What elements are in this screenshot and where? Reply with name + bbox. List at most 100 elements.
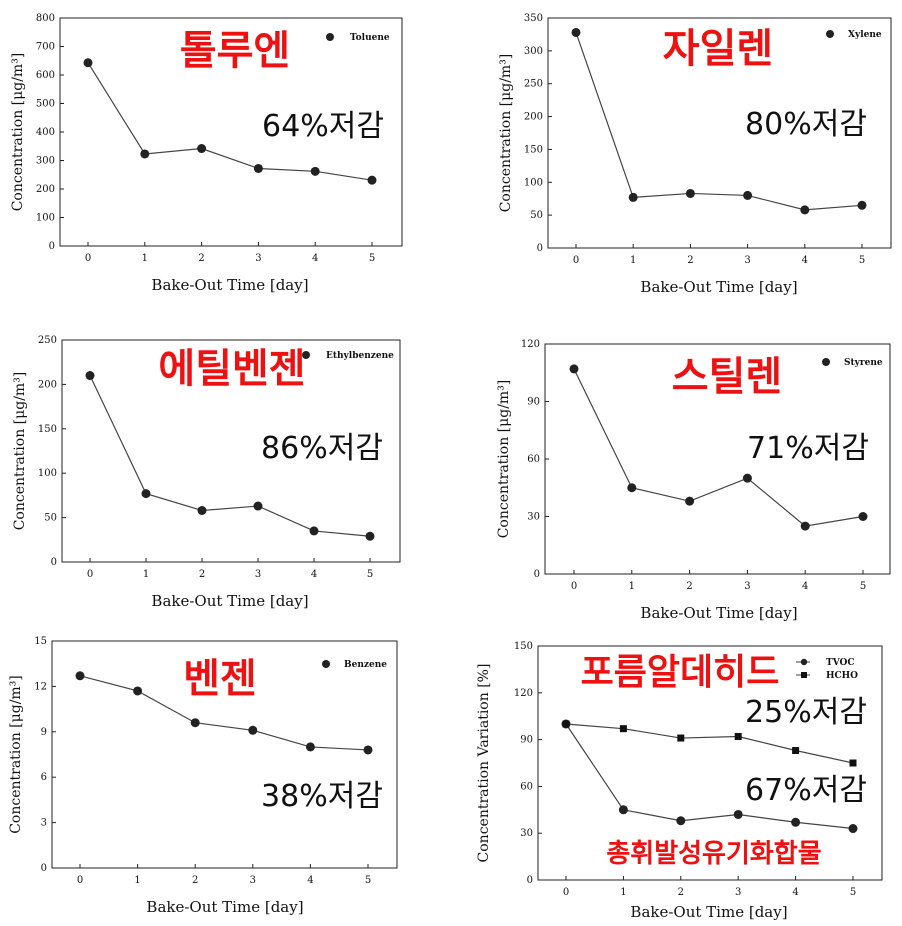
series-line-toluene: [87, 62, 373, 181]
data-point: [363, 745, 373, 755]
data-point: [628, 192, 638, 202]
data-point: [857, 200, 867, 210]
plot-frame: [61, 339, 401, 563]
data-point: [562, 720, 570, 728]
x-tick-label: 5: [859, 255, 865, 266]
data-point: [305, 742, 315, 752]
y-axis-label: Concentration [μg/m³]: [12, 372, 28, 531]
data-point: [734, 732, 742, 740]
x-tick-label: 4: [792, 887, 798, 898]
y-tick-label: 0: [49, 241, 55, 252]
x-tick-label: 0: [87, 569, 93, 580]
y-tick-label: 50: [530, 210, 543, 221]
y-tick-label: 200: [38, 379, 57, 390]
data-point: [133, 686, 143, 696]
legend-marker-tvoc: [800, 658, 808, 666]
data-point: [800, 521, 810, 531]
data-point: [676, 816, 686, 826]
x-tick-label: 3: [255, 569, 261, 580]
y-tick-label: 500: [36, 99, 55, 110]
annotation-compound-name: 포름알데히드: [581, 652, 780, 693]
legend-label-tvoc: TVOC: [826, 658, 855, 668]
series-line-ethylbenzene: [89, 375, 371, 537]
annotation-compound-name: 톨루엔: [180, 28, 290, 74]
annotation-compound-name: 벤젠: [183, 656, 257, 702]
annotation-compound-name: 자일렌: [663, 26, 773, 72]
annotation-compound-name: 스틸렌: [672, 354, 782, 400]
x-tick-label: 2: [198, 253, 204, 264]
y-tick-label: 150: [38, 424, 57, 435]
y-tick-label: 400: [36, 127, 55, 138]
x-axis-label: Bake-Out Time [day]: [146, 898, 303, 916]
data-point: [197, 144, 207, 154]
legend-label: Xylene: [848, 30, 882, 40]
x-tick-label: 2: [678, 887, 684, 898]
y-tick-label: 60: [520, 781, 533, 792]
y-tick-label: 50: [44, 513, 57, 524]
y-tick-label: 0: [534, 569, 540, 580]
x-tick-label: 1: [143, 569, 149, 580]
x-tick-label: 0: [77, 875, 83, 886]
y-tick-label: 100: [38, 468, 57, 479]
y-tick-label: 9: [41, 727, 47, 738]
x-tick-label: 0: [85, 253, 91, 264]
legend-label: Ethylbenzene: [326, 351, 394, 361]
series-line-benzene: [79, 675, 369, 751]
data-point: [83, 58, 93, 68]
series-line-styrene: [573, 368, 864, 527]
y-tick-label: 250: [524, 79, 543, 90]
y-tick-label: 6: [41, 772, 47, 783]
x-tick-label: 2: [192, 875, 198, 886]
y-tick-label: 3: [41, 818, 47, 829]
data-point: [85, 371, 95, 381]
y-tick-label: 800: [36, 13, 55, 24]
y-tick-label: 150: [514, 641, 533, 652]
x-tick-label: 3: [744, 255, 750, 266]
data-point: [742, 473, 752, 483]
chart-panel-6: 0 30 60 90 120 150 0 1 2 3 4 5 Bake-Out Time [day] Co…: [476, 641, 883, 921]
annotation-reduction: 71%저감: [747, 431, 869, 466]
y-axis-label: Concentration [μg/m³]: [8, 675, 24, 834]
x-tick-label: 1: [629, 581, 635, 592]
x-tick-label: 1: [630, 255, 636, 266]
y-tick-label: 15: [34, 636, 47, 647]
x-tick-label: 2: [686, 581, 692, 592]
annotation-compound-name: 에틸벤젠: [158, 346, 305, 392]
x-tick-label: 2: [687, 255, 693, 266]
y-tick-label: 350: [524, 13, 543, 24]
y-tick-label: 600: [36, 70, 55, 81]
legend-marker-hcho: [801, 672, 807, 678]
x-tick-label: 4: [311, 569, 317, 580]
x-tick-label: 3: [735, 887, 741, 898]
data-point: [627, 483, 637, 493]
data-point: [365, 531, 375, 541]
y-tick-label: 200: [524, 112, 543, 123]
data-point: [571, 27, 581, 37]
x-tick-label: 5: [860, 581, 866, 592]
x-tick-label: 1: [142, 253, 148, 264]
x-axis-label: Bake-Out Time [day]: [640, 604, 797, 622]
data-point: [309, 526, 319, 536]
data-point: [569, 364, 579, 374]
y-tick-label: 120: [514, 688, 533, 699]
y-tick-label: 100: [36, 213, 55, 224]
x-tick-label: 1: [620, 887, 626, 898]
y-axis-label: Concentration Variation [%]: [476, 664, 492, 863]
x-tick-label: 5: [369, 253, 375, 264]
y-tick-label: 30: [527, 512, 540, 523]
series-line-tvoc: [565, 723, 854, 830]
chart-panel-2: 0 50 100 150 200 250 300 350 0 1 2 3 4 5 Bake-Out Time…: [498, 13, 892, 296]
data-point: [310, 166, 320, 176]
y-tick-label: 0: [537, 243, 543, 254]
y-tick-label: 60: [527, 454, 540, 465]
x-tick-label: 0: [563, 887, 569, 898]
annotation-compound-name-2: 총휘발성유기화합물: [606, 839, 821, 869]
legend-label: Toluene: [350, 33, 390, 43]
x-axis-label: Bake-Out Time [day]: [640, 278, 797, 296]
x-axis-label: Bake-Out Time [day]: [630, 903, 787, 921]
y-tick-label: 90: [527, 397, 540, 408]
y-tick-label: 0: [527, 875, 533, 886]
plot-frame: [547, 17, 892, 249]
x-axis-label: Bake-Out Time [day]: [151, 592, 308, 610]
